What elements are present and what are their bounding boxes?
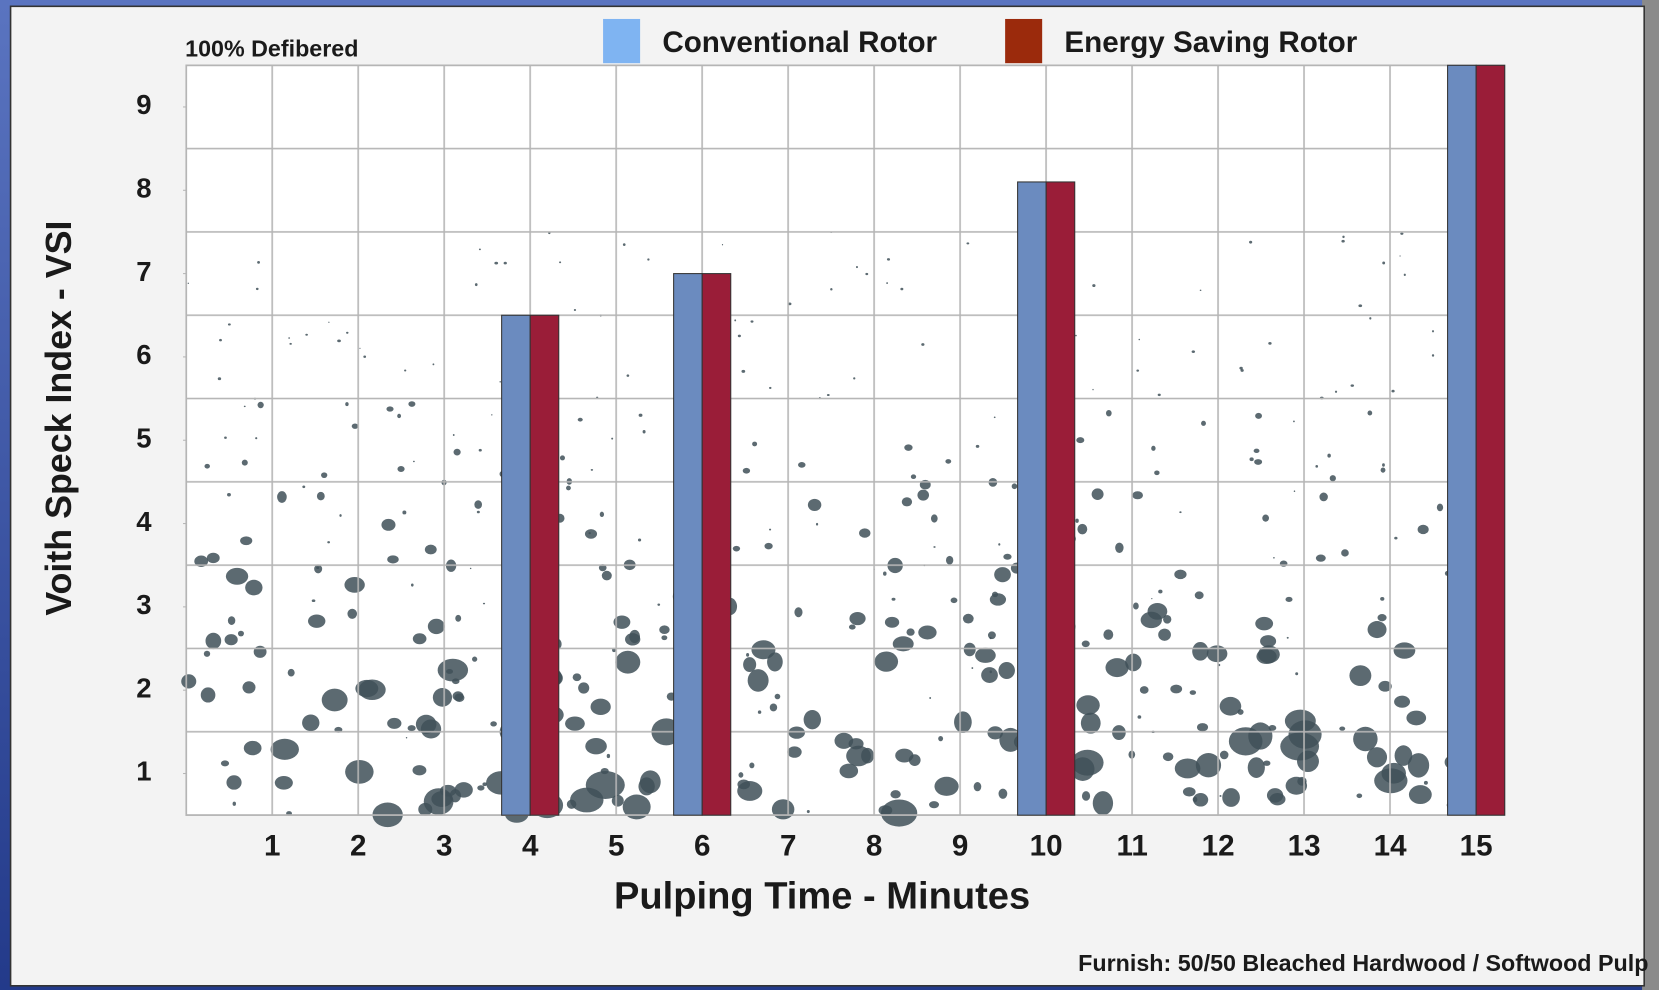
x-tick-label: 11	[1117, 830, 1148, 863]
x-tick-label: 14	[1374, 830, 1408, 863]
x-tick-label: 6	[694, 830, 710, 863]
y-tick-label: 3	[136, 589, 151, 620]
page: {"chart_data": { "type": "bar", "annotat…	[0, 0, 1659, 990]
y-tick-label: 1	[136, 756, 151, 787]
y-tick-label: 5	[136, 423, 151, 454]
annotation: 100% Defibered	[185, 36, 358, 62]
legend-label: Energy Saving Rotor	[1064, 26, 1357, 59]
bar	[1018, 182, 1047, 815]
y-tick-label: 7	[136, 256, 151, 287]
chart: 100% Defibered Voith Speck Index - VSI P…	[0, 0, 1659, 990]
y-tick-label: 4	[136, 506, 152, 537]
y-axis-title: Voith Speck Index - VSI	[39, 221, 79, 616]
y-tick-label: 8	[136, 173, 151, 204]
x-tick-label: 13	[1288, 830, 1321, 863]
x-tick-label: 12	[1202, 830, 1235, 863]
bar	[502, 315, 531, 815]
x-tick-label: 3	[436, 830, 452, 863]
x-tick-label: 7	[780, 830, 796, 863]
bar	[1448, 65, 1477, 815]
bar	[702, 274, 731, 816]
x-tick-label: 15	[1460, 830, 1493, 863]
sample-grid	[186, 65, 1504, 815]
x-tick-label: 8	[866, 830, 882, 863]
y-tick-label: 9	[136, 89, 151, 120]
y-tick-label: 6	[136, 339, 151, 370]
legend-swatch	[603, 19, 640, 63]
footnote: Furnish: 50/50 Bleached Hardwood / Softw…	[1078, 950, 1648, 976]
x-tick-label: 10	[1030, 830, 1063, 863]
bar	[1046, 182, 1075, 815]
x-tick-label: 5	[608, 830, 624, 863]
bar	[674, 274, 703, 816]
bar	[530, 315, 559, 815]
x-tick-label: 4	[522, 830, 539, 863]
x-tick-label: 1	[264, 830, 280, 863]
bar	[1476, 65, 1505, 815]
legend-swatch	[1005, 19, 1042, 63]
legend-label: Conventional Rotor	[662, 26, 937, 59]
x-axis-title: Pulping Time - Minutes	[614, 875, 1030, 917]
y-tick-label: 2	[136, 672, 151, 703]
x-tick-label: 9	[952, 830, 968, 863]
x-tick-label: 2	[350, 830, 366, 863]
